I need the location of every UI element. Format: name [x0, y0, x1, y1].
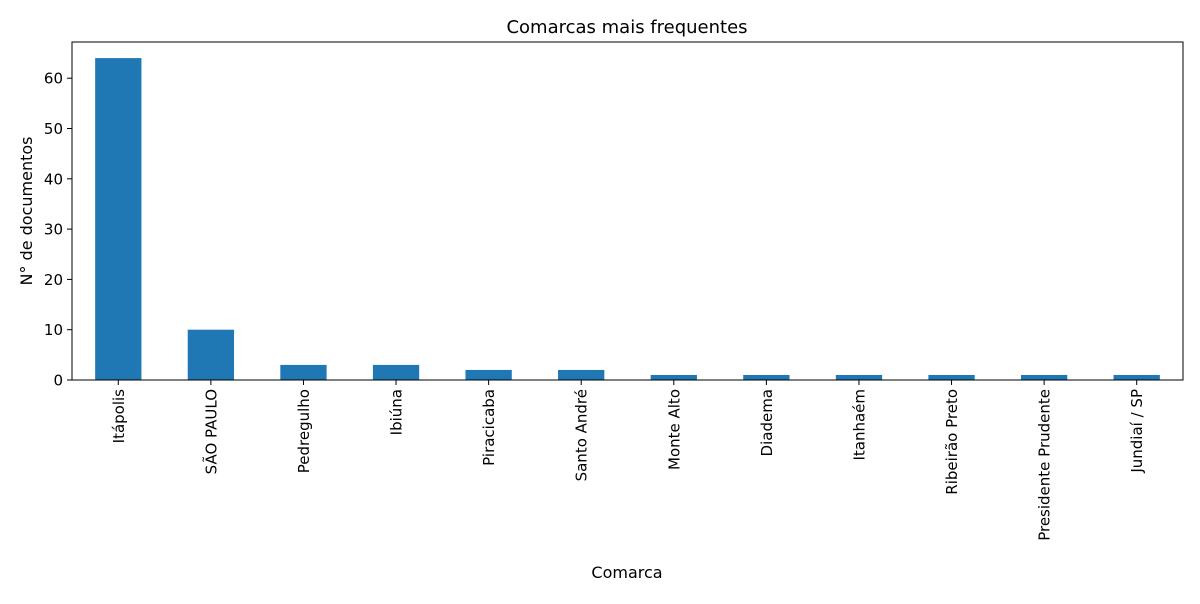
y-tick-label: 0: [53, 372, 63, 390]
bar: [280, 364, 327, 380]
y-tick-label: 60: [44, 70, 63, 88]
y-axis-label: N° de documentos: [17, 137, 36, 286]
bar: [928, 374, 975, 380]
y-tick-label: 20: [44, 271, 63, 289]
y-tick-label: 10: [44, 321, 63, 339]
x-tick-label: Itanhaém: [850, 389, 868, 461]
bar: [558, 369, 605, 380]
chart-title: Comarcas mais frequentes: [506, 17, 747, 38]
x-tick-label: Monte Alto: [665, 389, 683, 470]
bar: [835, 374, 883, 380]
x-tick-label: Itápolis: [110, 389, 128, 444]
bar: [650, 374, 697, 380]
bar: [95, 58, 142, 380]
x-tick-label: Ribeirão Preto: [943, 389, 961, 495]
bar: [372, 364, 420, 380]
bar: [743, 374, 790, 380]
bar: [1113, 374, 1160, 380]
x-tick-label: Santo André: [573, 389, 591, 481]
y-tick-label: 30: [44, 221, 63, 239]
x-tick-label: Ibiúna: [388, 389, 406, 435]
x-tick-label: Diadema: [758, 389, 776, 456]
x-tick-label: Jundiaí / SP: [1128, 389, 1146, 474]
x-tick-label: Piracicaba: [480, 389, 498, 466]
x-tick-label: SÃO PAULO: [201, 389, 220, 474]
x-tick-label: Presidente Prudente: [1036, 389, 1054, 541]
plot-area: 0 10 20 30 40 50 60 Itápolis SÃO PAULO Pedregulho…: [44, 41, 1184, 541]
y-tick-label: 50: [44, 120, 63, 138]
bar: [465, 369, 512, 380]
bar: [1020, 374, 1068, 380]
x-tick-label: Pedregulho: [295, 389, 313, 473]
bar: [187, 329, 235, 380]
plot-frame: [71, 41, 1184, 381]
y-tick-label: 40: [44, 170, 63, 188]
x-axis-label: Comarca: [591, 563, 662, 582]
